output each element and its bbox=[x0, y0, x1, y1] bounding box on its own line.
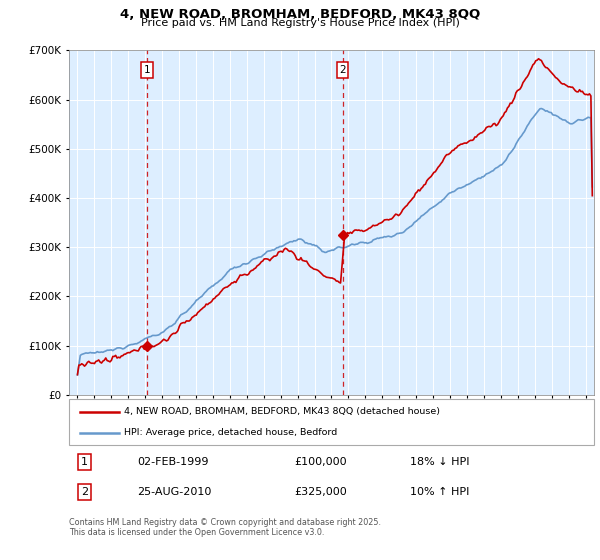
Text: 2: 2 bbox=[81, 487, 88, 497]
Text: Contains HM Land Registry data © Crown copyright and database right 2025.
This d: Contains HM Land Registry data © Crown c… bbox=[69, 518, 381, 538]
FancyBboxPatch shape bbox=[69, 399, 594, 445]
Text: £100,000: £100,000 bbox=[295, 457, 347, 467]
Text: 4, NEW ROAD, BROMHAM, BEDFORD, MK43 8QQ (detached house): 4, NEW ROAD, BROMHAM, BEDFORD, MK43 8QQ … bbox=[124, 407, 440, 416]
Text: 1: 1 bbox=[143, 65, 150, 75]
Text: HPI: Average price, detached house, Bedford: HPI: Average price, detached house, Bedf… bbox=[124, 428, 337, 437]
Text: £325,000: £325,000 bbox=[295, 487, 347, 497]
Text: 18% ↓ HPI: 18% ↓ HPI bbox=[410, 457, 470, 467]
Text: Price paid vs. HM Land Registry's House Price Index (HPI): Price paid vs. HM Land Registry's House … bbox=[140, 18, 460, 29]
Text: 25-AUG-2010: 25-AUG-2010 bbox=[137, 487, 212, 497]
Text: 2: 2 bbox=[339, 65, 346, 75]
Text: 02-FEB-1999: 02-FEB-1999 bbox=[137, 457, 209, 467]
Text: 4, NEW ROAD, BROMHAM, BEDFORD, MK43 8QQ: 4, NEW ROAD, BROMHAM, BEDFORD, MK43 8QQ bbox=[120, 8, 480, 21]
Text: 10% ↑ HPI: 10% ↑ HPI bbox=[410, 487, 470, 497]
Text: 1: 1 bbox=[81, 457, 88, 467]
